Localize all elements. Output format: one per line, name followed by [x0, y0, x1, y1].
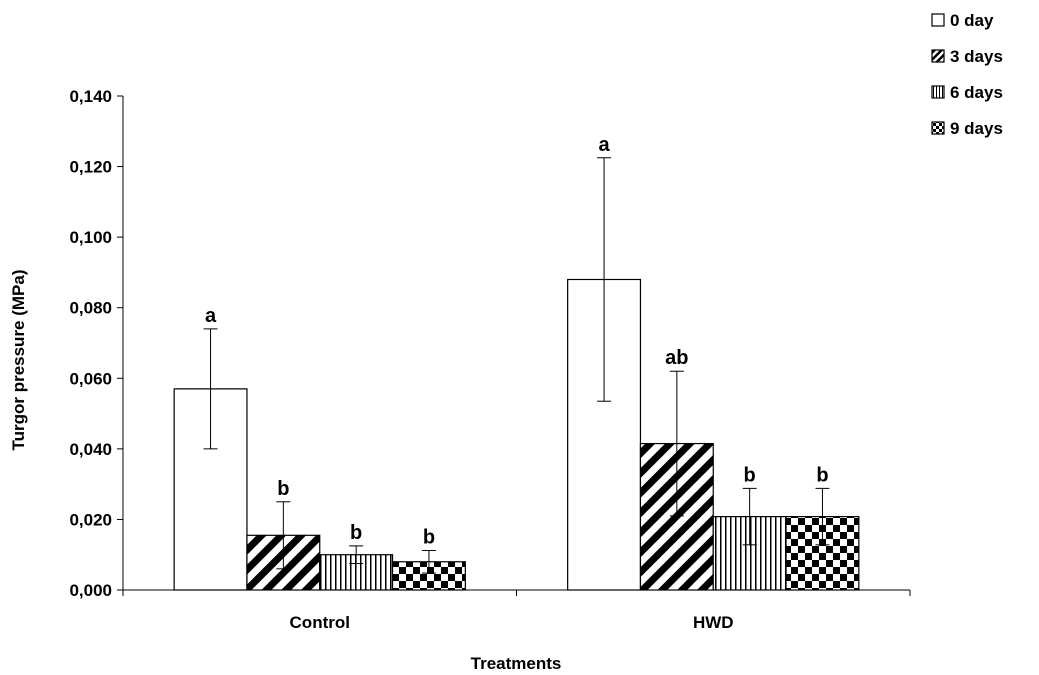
legend: 0 day 3 days 6 days 9 days: [931, 11, 1003, 138]
legend-label: 0 day: [950, 11, 994, 30]
y-tick-label: 0,060: [69, 369, 112, 388]
y-tick-label: 0,120: [69, 158, 112, 177]
y-tick-label: 0,080: [69, 299, 112, 318]
significance-letter: a: [598, 134, 610, 156]
legend-swatch: [931, 121, 945, 135]
y-axis: 0,000 0,020 0,040 0,060 0,080 0,100 0,120 0,140: [69, 87, 124, 600]
legend-swatch: [931, 49, 945, 63]
y-tick-label: 0,000: [69, 581, 112, 600]
error-bars: [203, 157, 830, 574]
y-tick-label: 0,140: [69, 87, 112, 106]
significance-letter: b: [350, 522, 362, 544]
legend-swatch: [931, 85, 945, 99]
significance-letter: b: [744, 464, 756, 486]
y-tick-label: 0,100: [69, 228, 112, 247]
legend-swatch: [931, 13, 945, 27]
legend-label: 9 days: [950, 119, 1003, 138]
significance-letter: b: [277, 478, 289, 500]
x-tick-label: Control: [290, 613, 350, 632]
y-tick-label: 0,040: [69, 440, 112, 459]
bar: [712, 516, 787, 591]
y-axis-label: Turgor pressure (MPa): [9, 269, 28, 450]
legend-label: 6 days: [950, 83, 1003, 102]
x-tick-label: HWD: [693, 613, 734, 632]
significance-letter: b: [423, 526, 435, 548]
legend-label: 3 days: [950, 47, 1003, 66]
bars: [173, 278, 860, 591]
y-tick-label: 0,020: [69, 510, 112, 529]
x-axis-label: Treatments: [471, 654, 562, 673]
significance-letter: ab: [665, 347, 688, 369]
significance-letter: b: [816, 464, 828, 486]
x-axis: Control HWD: [122, 589, 911, 632]
significance-letter: a: [205, 305, 217, 327]
